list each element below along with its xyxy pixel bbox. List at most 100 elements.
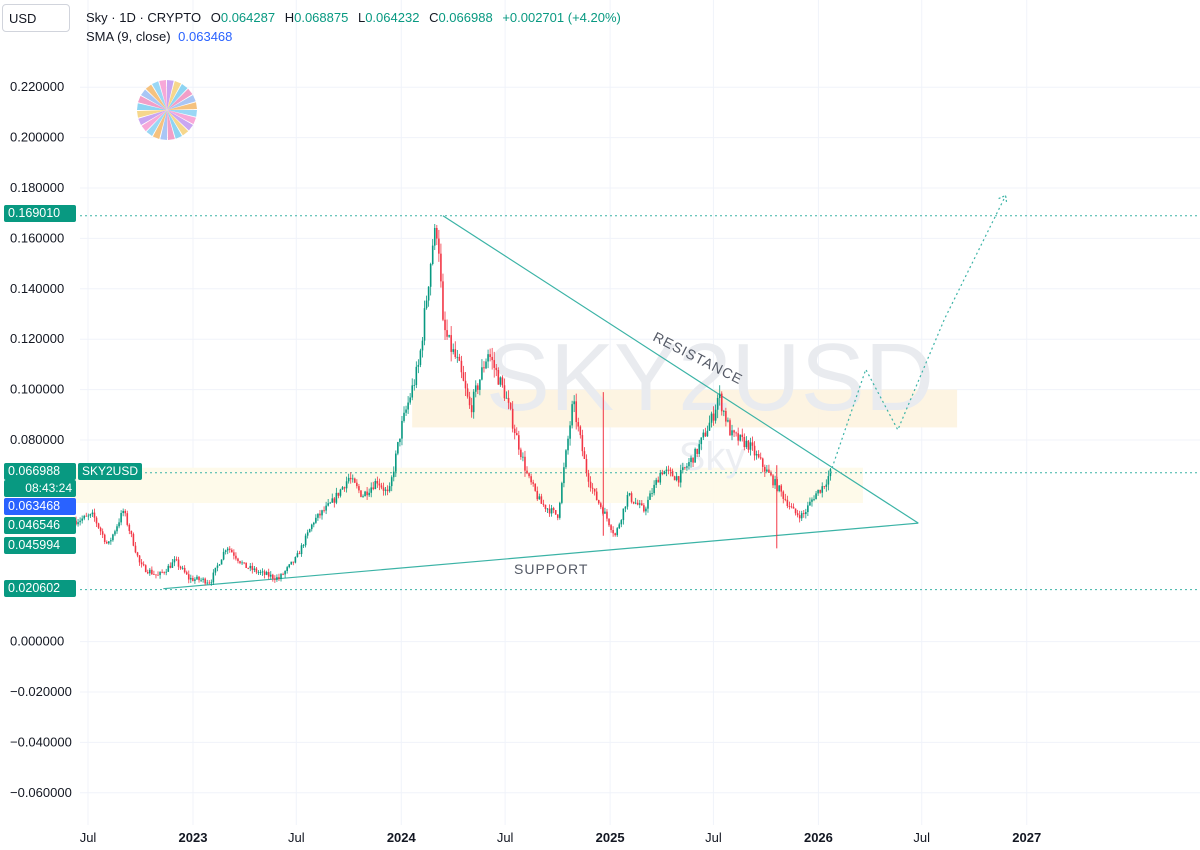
logo-petal	[167, 110, 175, 140]
candle-body	[341, 487, 344, 490]
candle-body	[813, 499, 815, 500]
bar-countdown: 08:43:24	[4, 480, 76, 497]
candle-body	[612, 530, 614, 534]
candle-body	[173, 559, 176, 563]
candle-body	[200, 579, 202, 581]
candle-body	[116, 526, 118, 532]
x-tick-label: Jul	[705, 830, 722, 845]
candle-body	[538, 496, 541, 500]
logo-petal	[167, 110, 189, 136]
y-tick-label: 0.160000	[10, 230, 64, 245]
candle-body	[698, 444, 701, 454]
candle-body	[87, 515, 90, 517]
y-tick-label: 0.100000	[10, 382, 64, 397]
projection-arrow-icon	[998, 194, 1008, 203]
candle-body	[206, 582, 209, 584]
candle-body	[661, 472, 664, 475]
candle-body	[800, 513, 803, 519]
candle-body	[118, 522, 120, 527]
candle-body	[645, 508, 647, 512]
x-tick-label: Jul	[288, 830, 305, 845]
candle-body	[487, 354, 489, 362]
ohlc-legend[interactable]: Sky · 1D · CRYPTO O0.064287 H0.068875 L0…	[86, 10, 621, 25]
sma-value: 0.063468	[178, 29, 233, 44]
candle-body	[108, 541, 110, 544]
candle-body	[622, 508, 625, 521]
candle-body	[772, 475, 774, 486]
candle-body	[454, 349, 457, 357]
candle-body	[706, 430, 709, 437]
candle-body	[144, 565, 147, 573]
candle-body	[136, 552, 139, 556]
candle-body	[524, 456, 526, 471]
candle-body	[647, 499, 649, 509]
candle-body	[333, 498, 336, 503]
candle-body	[315, 517, 317, 523]
candle-body	[764, 466, 766, 472]
candle-body	[372, 487, 375, 490]
candle-body	[821, 486, 824, 493]
candle-body	[269, 574, 272, 577]
candle-body	[548, 508, 551, 514]
candle-body	[99, 527, 102, 532]
support-resistance-zones	[70, 389, 958, 503]
sma-legend[interactable]: SMA (9, close) 0.063468	[86, 29, 232, 44]
candle-body	[823, 486, 826, 488]
candle-body	[696, 448, 698, 454]
y-tick-label: 0.120000	[10, 331, 64, 346]
candle-body	[577, 422, 580, 427]
candle-body	[751, 442, 754, 446]
candle-body	[75, 520, 77, 525]
logo-petal	[152, 81, 167, 110]
candle-body	[122, 510, 124, 514]
candle-body	[284, 571, 286, 575]
candle-body	[735, 432, 737, 434]
candle-body	[518, 435, 520, 450]
candle-body	[105, 541, 108, 544]
candle-body	[296, 553, 299, 558]
candle-body	[376, 480, 379, 484]
candle-body	[513, 428, 516, 434]
candle-body	[700, 437, 703, 445]
candle-body	[204, 578, 206, 584]
candle-body	[183, 567, 186, 573]
candle-body	[809, 501, 811, 506]
candle-body	[694, 448, 696, 463]
currency-selector[interactable]: USD	[2, 4, 70, 32]
logo-petal	[141, 110, 167, 132]
candle-body	[450, 335, 452, 352]
candle-body	[815, 493, 817, 500]
candle-body	[452, 349, 455, 352]
candle-body	[610, 525, 612, 531]
candle-body	[403, 412, 405, 421]
candle-body	[364, 491, 366, 497]
candle-body	[163, 572, 165, 574]
candle-body	[778, 485, 780, 492]
candle-body	[112, 534, 114, 541]
candle-body	[561, 483, 563, 503]
trendline-resistance	[442, 215, 919, 524]
candle-body	[208, 582, 211, 584]
candle-body	[345, 481, 348, 489]
logo-petal	[146, 110, 167, 136]
candle-body	[692, 457, 694, 463]
candle-body	[710, 413, 713, 423]
candle-body	[665, 469, 668, 472]
candle-body	[235, 555, 237, 559]
candle-body	[704, 432, 707, 437]
candle-body	[745, 440, 748, 448]
candle-body	[690, 457, 692, 463]
candle-body	[83, 515, 86, 519]
candle-body	[761, 458, 764, 467]
candle-body	[759, 457, 762, 459]
candle-body	[536, 490, 539, 500]
candle-body	[239, 561, 241, 564]
candle-body	[620, 520, 623, 525]
change-value: +0.002701 (+4.20%)	[502, 10, 621, 25]
candle-body	[511, 408, 514, 429]
candle-body	[128, 524, 131, 531]
candle-body	[368, 492, 370, 496]
candle-body	[575, 401, 578, 423]
candle-body	[737, 433, 739, 441]
